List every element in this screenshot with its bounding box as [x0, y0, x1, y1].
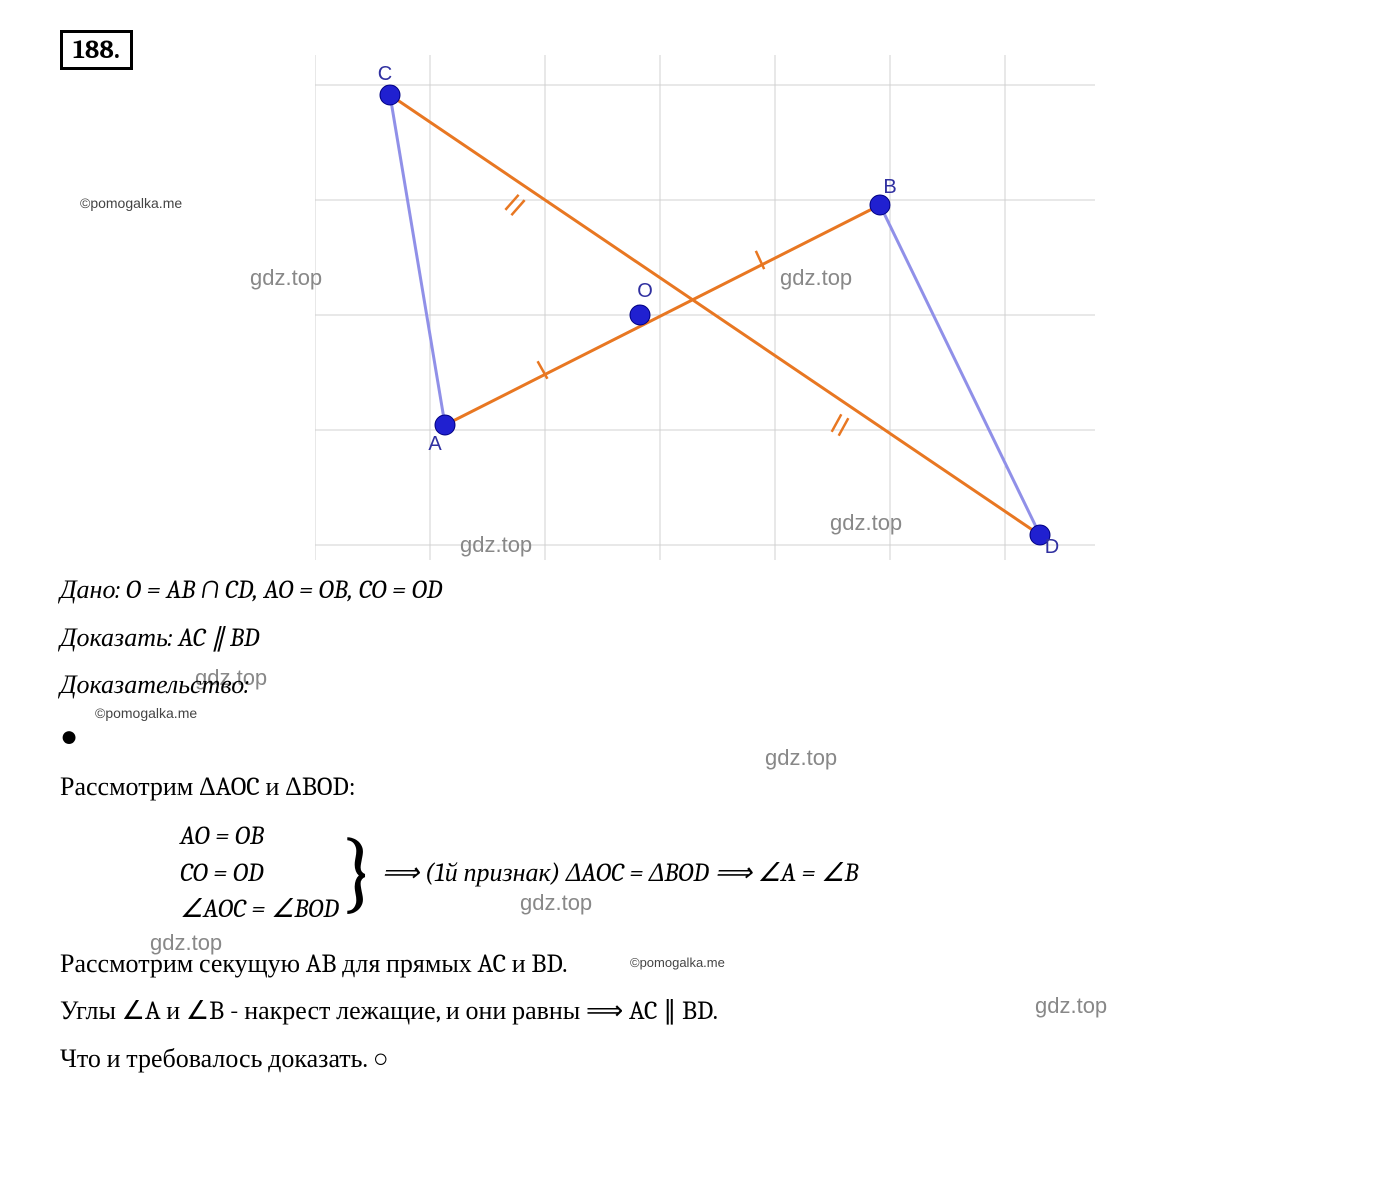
watermark-gdz: gdz.top	[460, 532, 532, 558]
svg-text:C: C	[378, 63, 392, 85]
dokazatelstvo-suffix: :	[244, 670, 249, 700]
dano-label: Дано	[60, 575, 115, 605]
qed-line: Что и требовалось доказать. ○	[60, 1044, 389, 1074]
brace-line-2: CO = OD	[180, 855, 264, 891]
brace-line-1: AO = OB	[180, 818, 264, 854]
svg-text:O: O	[637, 280, 653, 302]
implication-text: ⟹ (1й признак) ΔAOC = ΔBOD ⟹ ∠A = ∠B	[382, 858, 859, 888]
dokazatelstvo-label: Доказательство	[60, 670, 244, 700]
geometry-diagram: C B O A D	[315, 55, 1095, 560]
watermark-gdz: gdz.top	[250, 265, 322, 291]
rassmotrim-2: Рассмотрим секущую AB для прямых AC и BD…	[60, 949, 567, 979]
bullet-icon: ●	[60, 719, 78, 754]
problem-number: 188.	[60, 30, 133, 70]
watermark-gdz: gdz.top	[780, 265, 852, 291]
svg-text:B: B	[883, 176, 896, 198]
solution-text: Дано: O = AB ∩ CD, AO = OB, CO = OD Дока…	[60, 570, 1340, 1086]
watermark-pomogalka-1: ©pomogalka.me	[80, 195, 182, 211]
svg-text:A: A	[428, 433, 442, 455]
watermark-gdz: gdz.top	[830, 510, 902, 536]
svg-text:D: D	[1045, 536, 1059, 558]
brace-line-3: ∠AOC = ∠BOD	[180, 891, 339, 927]
dano-content: : O = AB ∩ CD, AO = OB, CO = OD	[115, 575, 442, 605]
right-brace-icon: }	[341, 832, 376, 913]
angles-line: Углы ∠A и ∠B - накрест лежащие, и они ра…	[60, 996, 718, 1026]
dokazat-label: Доказать	[60, 623, 168, 653]
dokazat-content: : AC ∥ BD	[168, 623, 260, 653]
rassmotrim-1: Рассмотрим ΔAOC и ΔBOD:	[60, 772, 356, 802]
proof-brace-block: AO = OB CO = OD ∠AOC = ∠BOD } ⟹ (1й приз…	[180, 818, 1340, 927]
